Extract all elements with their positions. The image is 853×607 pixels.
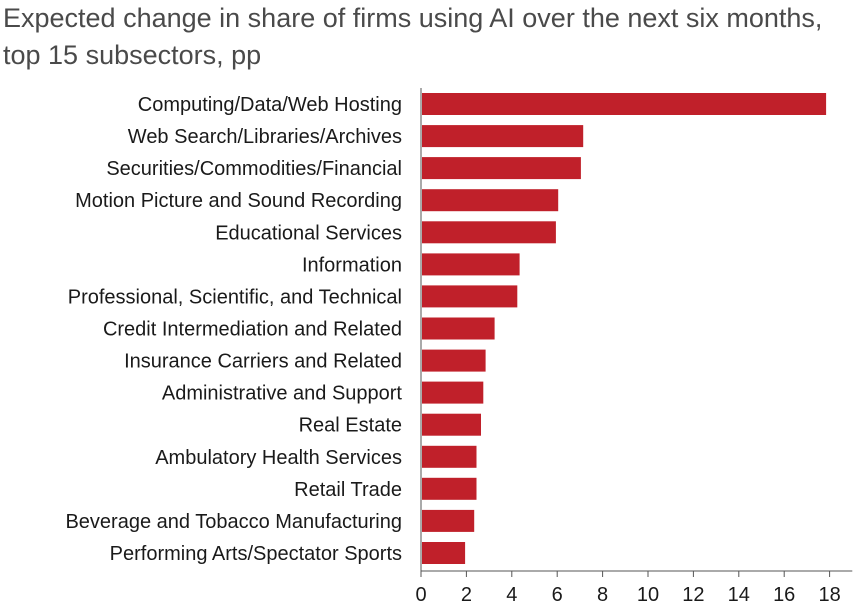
category-label: Insurance Carriers and Related bbox=[124, 351, 402, 373]
x-tick-label: 8 bbox=[597, 584, 608, 606]
x-tick-label: 10 bbox=[637, 584, 659, 606]
category-label: Administrative and Support bbox=[162, 383, 403, 405]
bar bbox=[422, 125, 584, 148]
x-tick-label: 0 bbox=[415, 584, 426, 606]
bar bbox=[422, 285, 518, 308]
category-label: Computing/Data/Web Hosting bbox=[138, 94, 402, 116]
x-tick-label: 4 bbox=[506, 584, 517, 606]
bar bbox=[422, 381, 484, 404]
x-tick-label: 12 bbox=[682, 584, 704, 606]
category-label: Beverage and Tobacco Manufacturing bbox=[65, 511, 402, 533]
bar bbox=[422, 189, 559, 212]
bar bbox=[422, 542, 466, 564]
bar bbox=[422, 477, 477, 500]
bar bbox=[422, 413, 481, 436]
category-label: Credit Intermediation and Related bbox=[103, 319, 402, 341]
x-tick-label: 6 bbox=[552, 584, 563, 606]
x-axis: 0 2 4 6 8 10 12 14 16 18 bbox=[415, 88, 853, 606]
bar bbox=[422, 221, 556, 244]
x-tick-label: 18 bbox=[818, 584, 840, 606]
category-label: Information bbox=[302, 254, 402, 276]
category-label: Motion Picture and Sound Recording bbox=[75, 190, 402, 212]
category-label: Performing Arts/Spectator Sports bbox=[110, 543, 402, 565]
bar bbox=[422, 445, 477, 468]
category-label: Retail Trade bbox=[294, 479, 402, 501]
x-tick-label: 2 bbox=[461, 584, 472, 606]
category-label: Real Estate bbox=[299, 415, 402, 437]
bar bbox=[422, 509, 475, 532]
bar bbox=[422, 317, 495, 340]
chart-title: Expected change in share of firms using … bbox=[3, 3, 823, 70]
category-labels: Computing/Data/Web Hosting Web Search/Lib… bbox=[65, 94, 402, 565]
category-label: Ambulatory Health Services bbox=[155, 447, 402, 469]
bar bbox=[422, 157, 581, 180]
category-label: Educational Services bbox=[215, 222, 402, 244]
category-label: Professional, Scientific, and Technical bbox=[68, 286, 402, 308]
bar bbox=[422, 93, 827, 115]
category-label: Web Search/Libraries/Archives bbox=[128, 126, 402, 148]
category-label: Securities/Commodities/Financial bbox=[106, 158, 402, 180]
x-tick-label: 14 bbox=[728, 584, 750, 606]
x-tick-label: 16 bbox=[773, 584, 795, 606]
bar bbox=[422, 349, 486, 372]
bars bbox=[422, 93, 827, 564]
bar bbox=[422, 253, 520, 276]
